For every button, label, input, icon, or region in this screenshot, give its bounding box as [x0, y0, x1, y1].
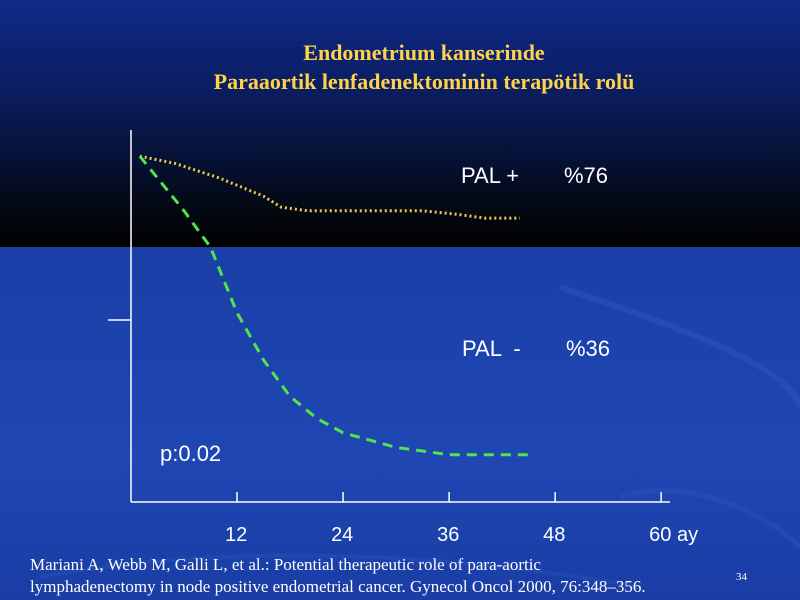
pal-minus-curve [138, 155, 529, 457]
x-tick-label: 48 [543, 524, 565, 546]
x-tick-label: 12 [225, 524, 247, 546]
citation-line-1: Mariani A, Webb M, Galli L, et al.: Pote… [30, 555, 541, 574]
slide-background [0, 247, 800, 600]
header-background [0, 0, 800, 247]
slide-number: 34 [736, 571, 747, 583]
pal-minus-value: %36 [566, 336, 610, 361]
pal-plus-curve [139, 154, 520, 220]
citation: Mariani A, Webb M, Galli L, et al.: Pote… [30, 554, 790, 598]
background-swirls [39, 284, 800, 589]
x-tick-label: 60 ay [649, 524, 698, 546]
citation-line-2: lymphadenectomy in node positive endomet… [30, 577, 646, 596]
p-value-annotation: p:0.02 [160, 441, 221, 466]
pal-minus-label: PAL - [462, 336, 521, 361]
title-line-2: Paraaortik lenfadenektominin terapötik r… [213, 69, 635, 94]
pal-plus-value: %76 [564, 163, 608, 188]
slide-title: Endometrium kanserinde Paraaortik lenfad… [0, 38, 800, 96]
x-tick-label: 24 [331, 524, 353, 546]
x-tick-label: 36 [437, 524, 459, 546]
title-line-1: Endometrium kanserinde [303, 40, 545, 65]
pal-plus-label: PAL + [461, 163, 519, 188]
